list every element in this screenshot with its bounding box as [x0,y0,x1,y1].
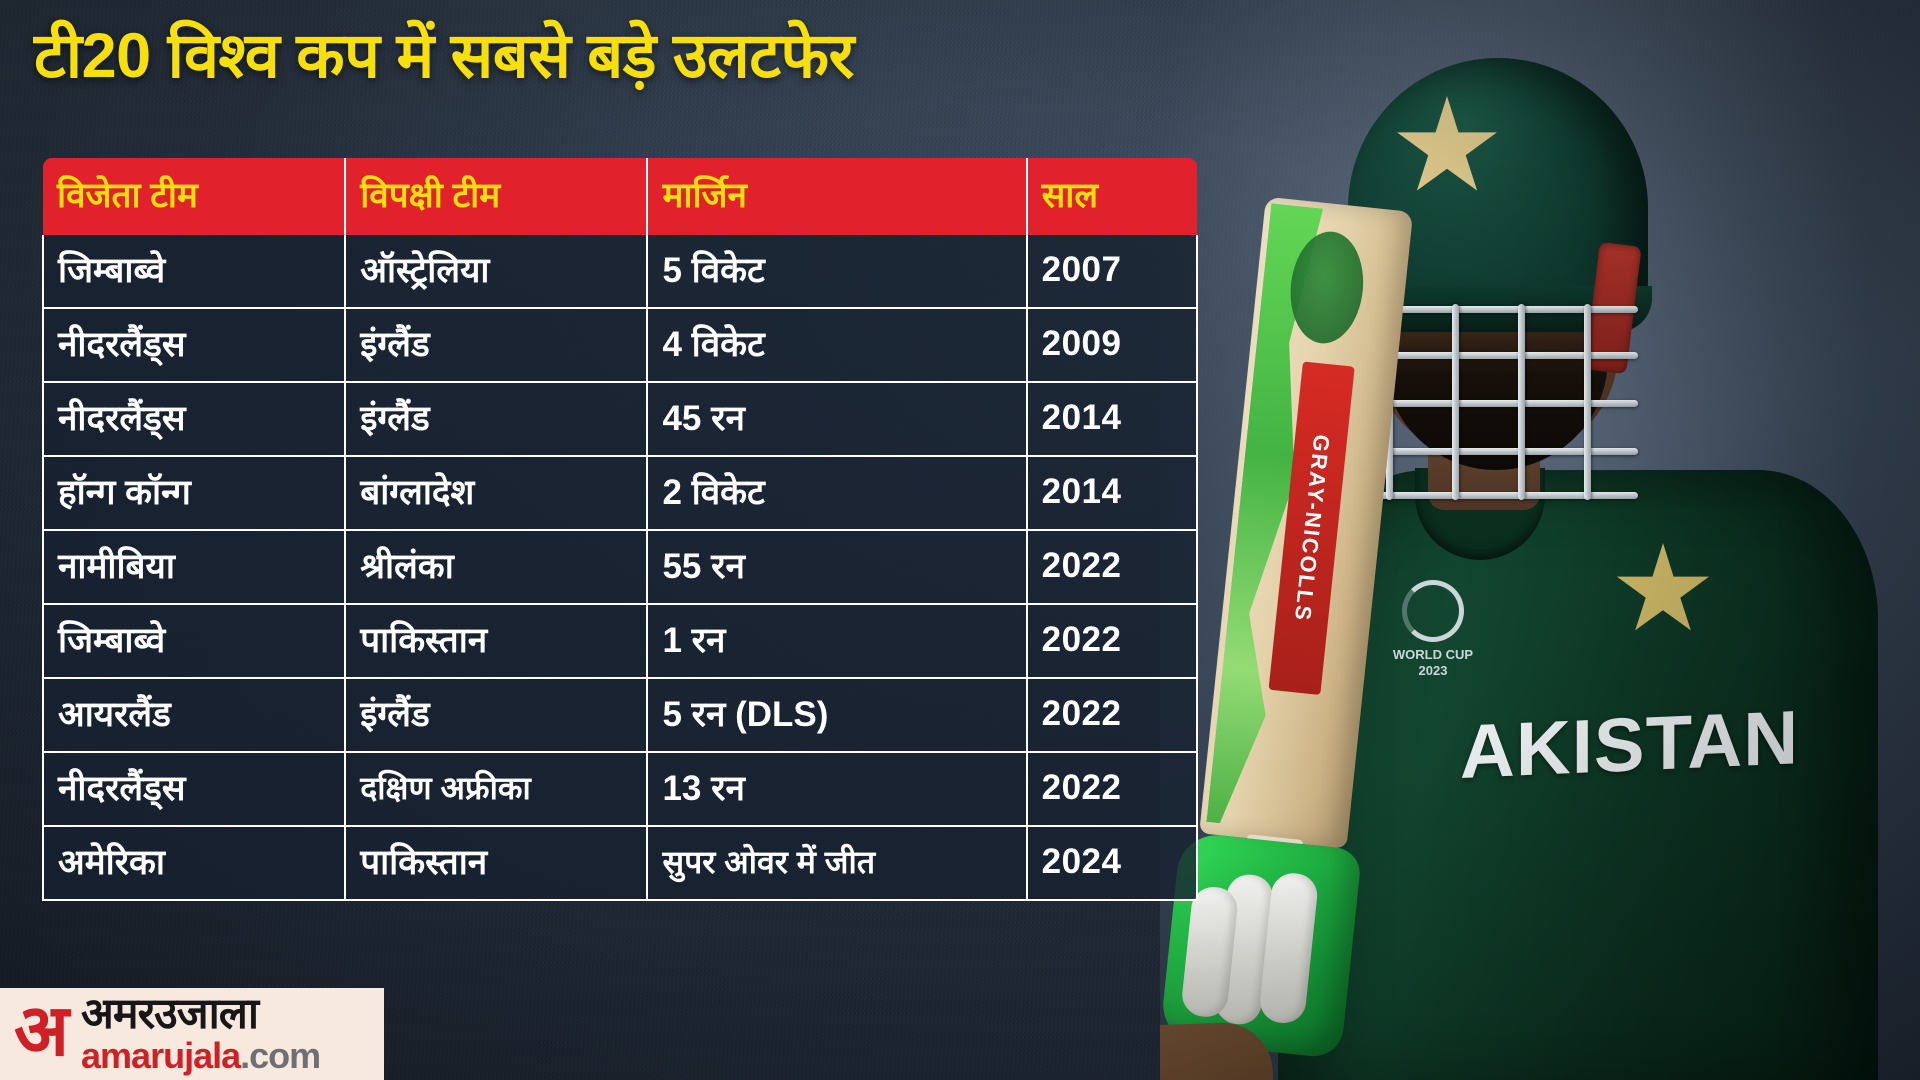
table-row: नामीबिया श्रीलंका 55 रन 2022 [41,530,1199,605]
cell-year: 2022 [1026,752,1199,827]
table-row: नीदरलैंड्स दक्षिण अफ्रीका 13 रन 2022 [41,752,1199,827]
cell-opponent: इंग्लैंड [345,678,649,753]
cell-winner: नीदरलैंड्स [41,308,347,383]
cell-opponent: दक्षिण अफ्रीका [345,752,649,827]
cell-margin: 5 रन (DLS) [647,678,1028,753]
column-header-year: साल [1026,158,1197,235]
world-cup-ring-icon [1402,580,1464,642]
table-header-row: विजेता टीम विपक्षी टीम मार्जिन साल [43,158,1197,235]
cell-year: 2022 [1026,604,1199,679]
cell-year: 2009 [1026,308,1199,383]
cell-opponent: बांग्लादेश [345,456,649,531]
logo-devanagari-mark-icon: अ [14,990,70,1071]
cell-winner: हॉन्ग कॉन्ग [41,456,347,531]
logo-name-en-text: amarujala [81,1035,241,1077]
table-row: हॉन्ग कॉन्ग बांग्लादेश 2 विकेट 2014 [41,456,1199,531]
cell-opponent: ऑस्ट्रेलिया [345,235,649,309]
column-header-opponent: विपक्षी टीम [345,158,649,235]
logo-name-english: amarujala.com [81,1035,321,1077]
table-row: अमेरिका पाकिस्तान सुपर ओवर में जीत 2024 [41,826,1199,901]
cell-margin: सुपर ओवर में जीत [647,826,1028,901]
table-row: नीदरलैंड्स इंग्लैंड 4 विकेट 2009 [41,308,1199,383]
column-header-margin: मार्जिन [647,158,1028,235]
cell-margin: 5 विकेट [647,235,1028,309]
cell-year: 2022 [1026,530,1199,605]
cell-margin: 4 विकेट [647,308,1028,383]
table-body: जिम्बाब्वे ऑस्ट्रेलिया 5 विकेट 2007 नीदर… [41,235,1199,901]
cell-year: 2014 [1026,382,1199,457]
page-title: टी20 विश्व कप में सबसे बड़े उलटफेर [34,21,854,91]
table-row: आयरलैंड इंग्लैंड 5 रन (DLS) 2022 [41,678,1199,753]
upsets-table-container: विजेता टीम विपक्षी टीम मार्जिन साल जिम्ब… [41,158,1199,901]
cell-year: 2024 [1026,826,1199,901]
cell-margin: 1 रन [647,604,1028,679]
cell-year: 2022 [1026,678,1199,753]
cricketer-photo: WORLD CUP 2023 AKISTAN GRAY-NICO [1160,0,1920,1080]
jersey-torso [1278,470,1878,1080]
cell-opponent: पाकिस्तान [345,826,649,901]
table-row: जिम्बाब्वे पाकिस्तान 1 रन 2022 [41,604,1199,679]
column-header-winner: विजेता टीम [43,158,347,235]
cell-winner: जिम्बाब्वे [41,604,347,679]
cell-margin: 55 रन [647,530,1028,605]
cell-winner: नीदरलैंड्स [41,752,347,827]
table-row: जिम्बाब्वे ऑस्ट्रेलिया 5 विकेट 2007 [41,235,1199,309]
cell-winner: आयरलैंड [41,678,347,753]
cell-opponent: इंग्लैंड [345,308,649,383]
cell-winner: नामीबिया [41,530,347,605]
cell-winner: नीदरलैंड्स [41,382,347,457]
cell-winner: अमेरिका [41,826,347,901]
logo-domain-text: .com [240,1035,321,1077]
world-cup-badge-icon: WORLD CUP 2023 [1378,580,1488,680]
amar-ujala-logo[interactable]: अ अमरउजाला amarujala.com [0,988,384,1080]
cell-year: 2007 [1026,235,1199,309]
cell-opponent: श्रीलंका [345,530,649,605]
cell-opponent: इंग्लैंड [345,382,649,457]
world-cup-badge-line1: WORLD CUP [1393,647,1473,662]
table-row: नीदरलैंड्स इंग्लैंड 45 रन 2014 [41,382,1199,457]
upsets-table: विजेता टीम विपक्षी टीम मार्जिन साल जिम्ब… [41,158,1199,901]
cell-year: 2014 [1026,456,1199,531]
cell-winner: जिम्बाब्वे [41,235,347,309]
cell-margin: 45 रन [647,382,1028,457]
world-cup-badge-line2: 2023 [1419,663,1448,678]
cell-margin: 2 विकेट [647,456,1028,531]
cell-margin: 13 रन [647,752,1028,827]
logo-wordmark: अमरउजाला amarujala.com [81,990,321,1077]
logo-name-hindi: अमरउजाला [81,990,259,1039]
table-header: विजेता टीम विपक्षी टीम मार्जिन साल [43,158,1197,235]
cell-opponent: पाकिस्तान [345,604,649,679]
